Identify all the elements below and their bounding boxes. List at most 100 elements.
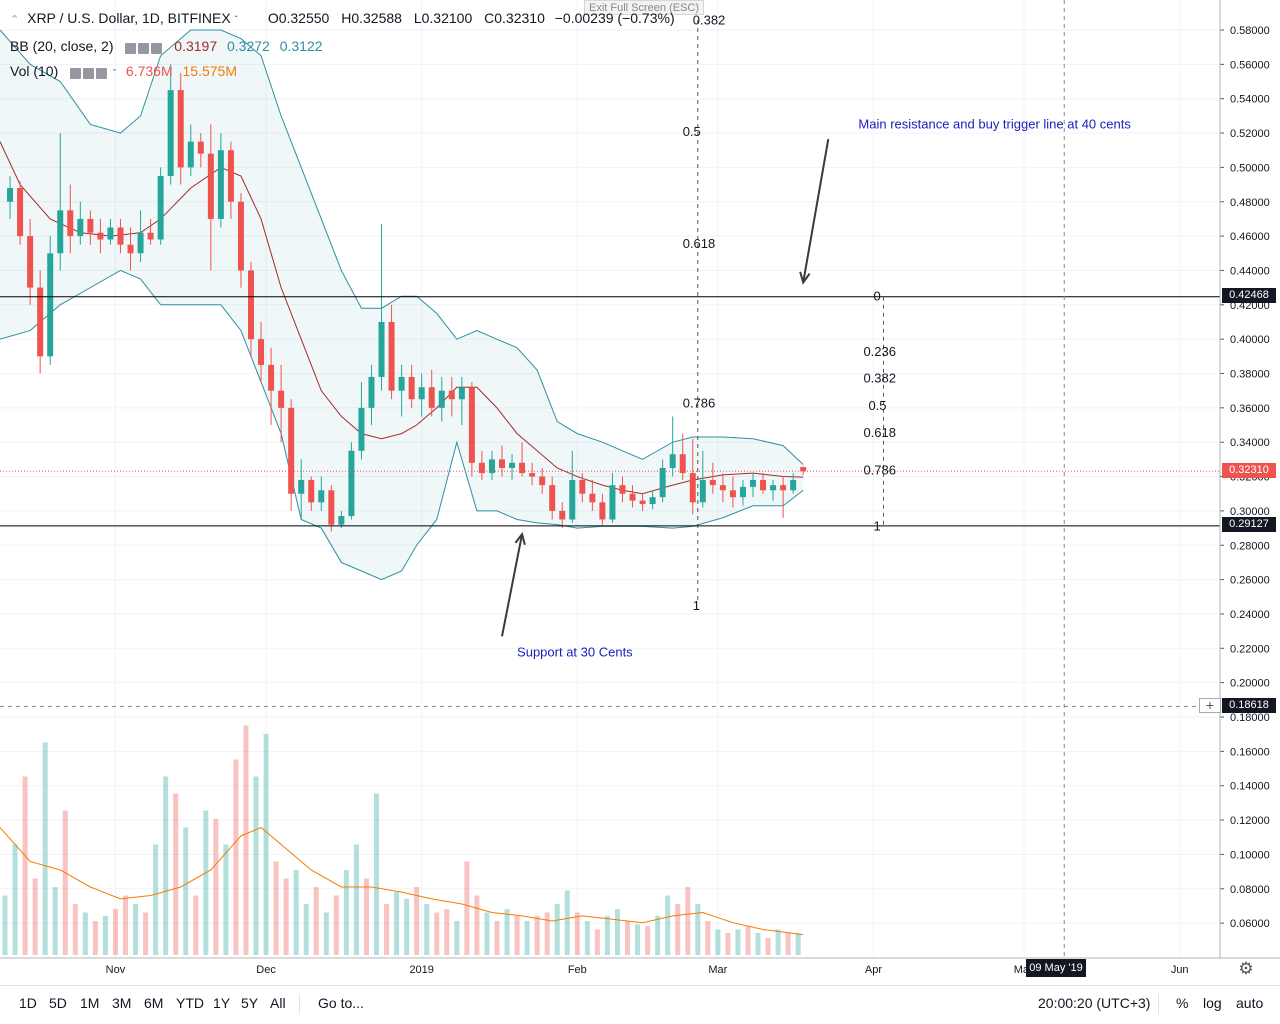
support-arrow[interactable] (501, 533, 524, 637)
close-icon[interactable] (96, 68, 108, 80)
volume-bar (645, 926, 651, 955)
timezone-clock[interactable]: 20:00:20 (UTC+3) (1038, 995, 1151, 1011)
log-toggle[interactable]: log (1203, 995, 1222, 1011)
goto-button[interactable]: Go to... (318, 995, 364, 1011)
price-tick-label: 0.20000 (1230, 678, 1270, 690)
candle-body (27, 236, 34, 288)
resistance-arrow[interactable] (802, 138, 830, 283)
candle-body (579, 479, 586, 494)
candle-body (117, 227, 124, 245)
range-5y[interactable]: 5Y (241, 995, 259, 1011)
volume-bar (554, 903, 560, 955)
bb-label[interactable]: BB (20, close, 2) (10, 38, 114, 54)
ohlc-c-value: 0.32310 (494, 10, 545, 26)
range-ytd[interactable]: YTD (176, 995, 204, 1011)
volume-ma-line (0, 826, 804, 936)
resistance-price-tag: 0.42468 (1222, 288, 1276, 303)
volume-bar (755, 932, 761, 955)
candle-body (478, 462, 485, 474)
volume-bar (594, 929, 600, 955)
candle-body (197, 141, 204, 154)
range-5d[interactable]: 5D (49, 995, 67, 1011)
fib-level-label: 0.618 (683, 236, 716, 251)
gear-icon[interactable] (138, 43, 150, 55)
candle-body (509, 462, 516, 468)
candle-body (288, 407, 295, 494)
price-tick-label: 0.52000 (1230, 128, 1270, 140)
volume-bar (474, 895, 480, 955)
eye-icon[interactable] (125, 43, 137, 55)
candle-body (368, 376, 375, 408)
indicator-settings-icons[interactable] (70, 64, 109, 80)
price-tick-label: 0.08000 (1230, 884, 1270, 896)
support-price-tag: 0.29127 (1222, 517, 1276, 532)
volume-bar (52, 886, 58, 955)
candle-body (358, 407, 365, 451)
chevron-down-icon[interactable]: ˇ (113, 68, 117, 78)
volume-bar (494, 920, 500, 955)
resistance-arrow-head (799, 271, 811, 285)
chevron-up-icon[interactable]: ⌃ (10, 14, 20, 26)
volume-bar (42, 742, 48, 955)
time-tick-label: 2019 (409, 964, 433, 976)
vol-label[interactable]: Vol (10) (10, 63, 59, 79)
price-tick-label: 0.58000 (1230, 25, 1270, 37)
range-all[interactable]: All (270, 995, 286, 1011)
range-1y[interactable]: 1Y (213, 995, 231, 1011)
range-6m[interactable]: 6M (144, 995, 164, 1011)
volume-bar (62, 810, 68, 955)
time-axis[interactable]: Nov Dec 2019 Feb Mar Apr May Jun (0, 957, 1280, 976)
annotation-text[interactable]: Support at 30 Cents (517, 645, 633, 660)
volume-bar (725, 932, 731, 955)
annotation-text[interactable]: Main resistance and buy trigger line at … (858, 116, 1131, 131)
add-alert-icon[interactable]: + (1199, 698, 1221, 713)
ohlc-c-label: C (484, 10, 495, 26)
candle-body (800, 467, 807, 472)
candle-body (649, 497, 656, 505)
volume-bar (353, 844, 359, 955)
bb-lower-line (0, 269, 804, 581)
range-3m[interactable]: 3M (112, 995, 132, 1011)
candle-body (539, 476, 546, 486)
volume-bar (223, 844, 229, 955)
price-axis[interactable]: 0.58000 0.56000 0.54000 0.52000 0.50000 0.480… (1219, 0, 1270, 958)
fib-level-label: 0.786 (863, 463, 896, 478)
change-value: −0.00239 (−0.73%) (554, 10, 675, 26)
time-tick-label: Feb (568, 964, 587, 976)
candle-body (7, 188, 14, 202)
price-tick-label: 0.48000 (1230, 197, 1270, 209)
volume-bar (785, 932, 791, 955)
volume-bar (655, 915, 661, 955)
volume-bar (384, 903, 390, 955)
auto-toggle[interactable]: auto (1236, 995, 1264, 1011)
indicator-settings-icons[interactable] (125, 39, 164, 55)
chart-canvas[interactable]: 0.382 0.5 0.618 0.786 1 0 0.236 0.382 0.5 0.618 0.… (0, 0, 1280, 985)
volume-bar (614, 909, 620, 955)
fib-level-label: 0.5 (683, 124, 701, 139)
volume-bar (374, 793, 379, 955)
volume-bar (133, 903, 139, 955)
time-tick-label: Nov (106, 964, 126, 976)
exit-fullscreen-button[interactable]: Exit Full Screen (ESC) (584, 0, 705, 15)
volume-bars (2, 725, 801, 955)
gear-icon[interactable] (83, 68, 95, 80)
candle-body (719, 485, 726, 491)
candle-body (669, 454, 676, 468)
volume-bar (735, 929, 741, 955)
eye-icon[interactable] (70, 68, 82, 80)
drawings[interactable]: 0.382 0.5 0.618 0.786 1 0 0.236 0.382 0.5 0.618 0.… (0, 0, 1220, 958)
bb-legend: BB (20, close, 2) 0.3197 0.3272 0.3122 (10, 38, 323, 55)
percent-toggle[interactable]: % (1176, 995, 1189, 1011)
close-icon[interactable] (151, 43, 163, 55)
volume-bar (112, 909, 118, 955)
range-1d[interactable]: 1D (19, 995, 37, 1011)
crosshair-date-tag: 09 May '19 (1026, 959, 1086, 977)
price-tick-label: 0.26000 (1230, 575, 1270, 587)
candles (7, 64, 807, 532)
range-1m[interactable]: 1M (80, 995, 100, 1011)
settings-icon[interactable]: ⚙ (1238, 959, 1254, 978)
candle-body (549, 485, 556, 511)
symbol-line[interactable]: XRP / U.S. Dollar, 1D, BITFINEX (27, 10, 231, 26)
chevron-down-icon[interactable]: ˇ (234, 15, 238, 26)
volume-bar (675, 903, 681, 955)
